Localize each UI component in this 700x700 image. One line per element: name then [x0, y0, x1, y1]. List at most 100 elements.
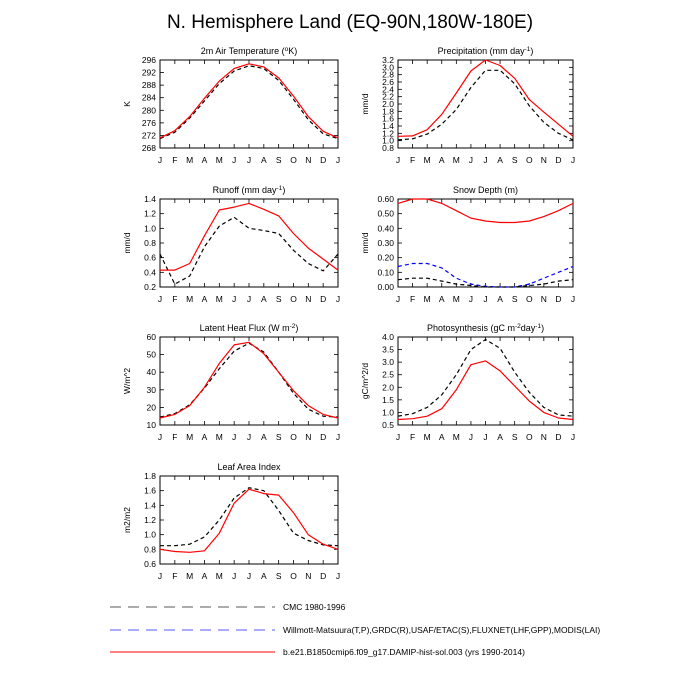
x-tick-label: J — [247, 155, 251, 165]
y-tick-label: 268 — [142, 143, 156, 153]
x-tick-label: J — [247, 294, 251, 304]
series-line — [159, 65, 339, 140]
x-tick-label: J — [158, 155, 162, 165]
x-tick-label: D — [320, 432, 326, 442]
x-tick-label: J — [396, 432, 400, 442]
y-tick-label: 1.5 — [382, 395, 394, 405]
series-line — [397, 277, 574, 288]
y-tick-label: 0.5 — [382, 420, 394, 430]
y-axis-label: K — [122, 101, 132, 107]
legend-label: b.e21.B1850cmip6.f09_g17.DAMIP-hist-sol.… — [283, 647, 525, 657]
x-tick-label: O — [290, 155, 297, 165]
x-tick-label: O — [290, 432, 297, 442]
x-tick-label: D — [555, 294, 561, 304]
y-tick-label: 0.8 — [144, 544, 156, 554]
figure-title: N. Hemisphere Land (EQ-90N,180W-180E) — [166, 12, 534, 33]
x-tick-label: J — [571, 432, 575, 442]
y-tick-label: 0.30 — [377, 238, 394, 248]
y-tick-label: 0.6 — [144, 253, 156, 263]
y-tick-label: 3.5 — [382, 345, 394, 355]
panel-title: Photosynthesis (gC m-2day-1) — [427, 323, 544, 334]
x-tick-label: A — [202, 571, 208, 581]
x-tick-label: A — [261, 571, 267, 581]
x-tick-label: A — [261, 432, 267, 442]
x-tick-label: A — [202, 432, 208, 442]
legend-entry: b.e21.B1850cmip6.f09_g17.DAMIP-hist-sol.… — [110, 647, 525, 657]
y-tick-label: 1.0 — [382, 136, 394, 146]
x-tick-label: J — [336, 294, 340, 304]
y-tick-label: 1.2 — [382, 128, 394, 138]
y-tick-label: 1.4 — [144, 500, 156, 510]
x-tick-label: J — [232, 155, 236, 165]
y-tick-label: 2.0 — [382, 99, 394, 109]
x-tick-label: F — [410, 155, 415, 165]
x-tick-label: A — [261, 155, 267, 165]
panel-title: Leaf Area Index — [217, 462, 281, 472]
x-tick-label: S — [512, 432, 518, 442]
x-tick-label: N — [305, 571, 311, 581]
x-tick-label: J — [469, 432, 473, 442]
plot-frame — [159, 198, 339, 288]
x-tick-label: J — [336, 571, 340, 581]
x-tick-label: D — [320, 294, 326, 304]
x-tick-label: A — [202, 155, 208, 165]
x-tick-label: O — [526, 294, 533, 304]
chart-panels: 2m Air Temperature (oK) K 268 272 276 280 284 2… — [122, 46, 575, 582]
y-axis-label: mm/d — [360, 232, 370, 254]
y-tick-label: 0.2 — [144, 282, 156, 292]
y-tick-label: 0.6 — [144, 559, 156, 569]
chart-panel: Runoff (mm day-1) mm/d 0.2 0.4 0.6 0.8 1.0 1.2 1… — [122, 185, 340, 305]
x-tick-label: J — [336, 155, 340, 165]
x-tick-label: F — [172, 155, 177, 165]
x-tick-label: S — [512, 294, 518, 304]
x-tick-label: D — [320, 155, 326, 165]
legend-entry: Willmott-Matsuura(T,P),GRDC(R),USAF/ETAC… — [110, 625, 600, 635]
x-tick-label: O — [526, 432, 533, 442]
chart-panel: Snow Depth (m) mm/d 0.00 0.10 0.20 0.30 0.40 0.… — [360, 185, 575, 304]
y-tick-label: 0.8 — [382, 143, 394, 153]
y-tick-label: 0.20 — [377, 253, 394, 263]
y-tick-label: 60 — [147, 332, 157, 342]
series-line — [397, 338, 574, 417]
x-tick-label: N — [305, 294, 311, 304]
series-line — [159, 341, 339, 419]
x-tick-label: A — [261, 294, 267, 304]
x-tick-label: M — [216, 155, 223, 165]
x-tick-label: O — [290, 294, 297, 304]
y-tick-label: 40 — [147, 367, 157, 377]
y-tick-label: 1.4 — [382, 121, 394, 131]
panel-title: Runoff (mm day-1) — [213, 185, 286, 196]
x-tick-label: N — [541, 432, 547, 442]
x-tick-label: M — [216, 571, 223, 581]
y-tick-label: 0.50 — [377, 209, 394, 219]
y-tick-label: 276 — [142, 118, 156, 128]
x-tick-label: M — [216, 294, 223, 304]
plot-frame — [159, 336, 339, 426]
y-tick-label: 3.2 — [382, 55, 394, 65]
x-tick-label: J — [571, 294, 575, 304]
x-tick-label: A — [439, 432, 445, 442]
series-line — [397, 262, 574, 288]
x-tick-label: F — [410, 294, 415, 304]
x-tick-label: J — [158, 571, 162, 581]
x-tick-label: M — [424, 294, 431, 304]
y-axis-label: W/m^2 — [122, 368, 132, 394]
x-tick-label: J — [483, 294, 487, 304]
y-tick-label: 1.6 — [144, 486, 156, 496]
y-tick-label: 0.00 — [377, 282, 394, 292]
x-tick-label: A — [497, 294, 503, 304]
y-tick-label: 1.0 — [144, 223, 156, 233]
x-tick-label: O — [526, 155, 533, 165]
legend-entry: CMC 1980-1996 — [110, 602, 346, 612]
x-tick-label: A — [202, 294, 208, 304]
chart-panel: Precipitation (mm day-1) mm/d 0.81.01.21.4… — [360, 46, 575, 166]
y-tick-label: 0.10 — [377, 267, 394, 277]
series-line — [397, 59, 574, 137]
x-tick-label: N — [541, 155, 547, 165]
x-tick-label: J — [469, 294, 473, 304]
y-tick-label: 4.0 — [382, 332, 394, 342]
plot-frame — [397, 59, 574, 149]
panel-title: Latent Heat Flux (W m-2) — [200, 323, 299, 334]
x-tick-label: J — [396, 294, 400, 304]
